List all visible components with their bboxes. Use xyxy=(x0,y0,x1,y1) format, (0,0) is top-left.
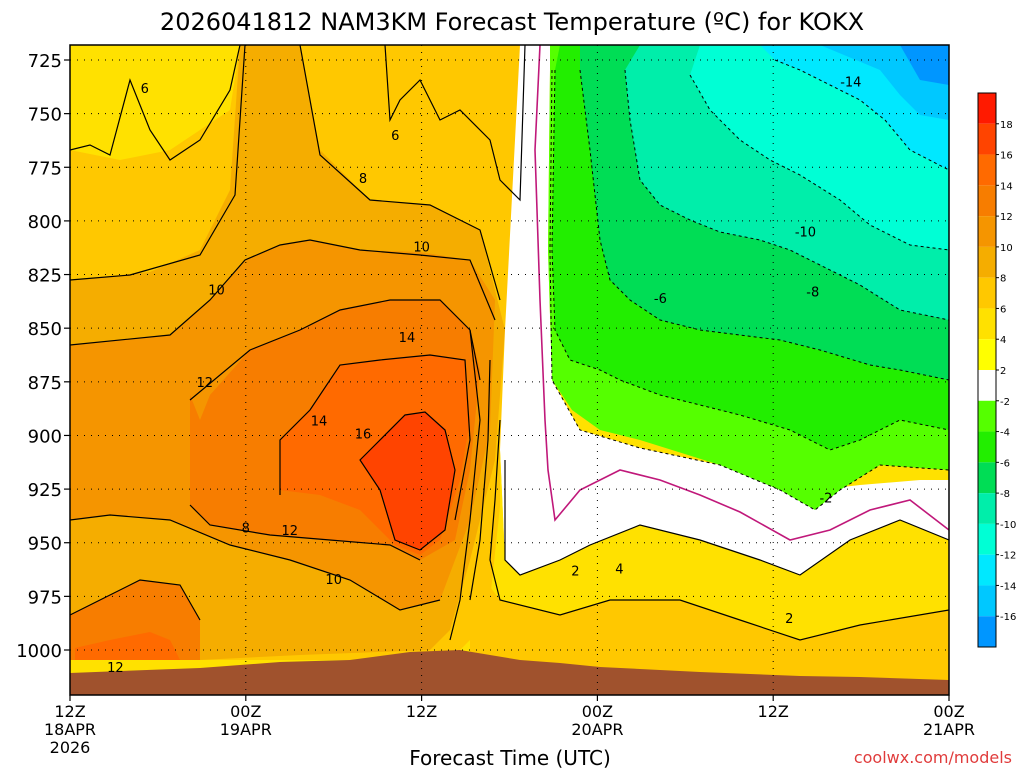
colorbar-swatch xyxy=(978,154,996,186)
contour-label: 10 xyxy=(325,573,342,588)
x-tick-label: 18APR xyxy=(44,720,96,739)
contour-label: 16 xyxy=(355,427,372,442)
contour-label: 14 xyxy=(311,414,328,429)
y-tick-label: 975 xyxy=(28,587,62,608)
colorbar-label: -2 xyxy=(1000,397,1010,408)
colorbar-swatch xyxy=(978,308,996,340)
y-tick-label: 775 xyxy=(28,158,62,179)
colorbar-label: -14 xyxy=(1000,581,1016,592)
colorbar-swatch xyxy=(978,246,996,278)
colorbar-swatch xyxy=(978,123,996,155)
colorbar-swatch xyxy=(978,431,996,463)
y-tick-label: 750 xyxy=(28,105,62,126)
y-tick-label: 800 xyxy=(28,212,62,233)
colorbar-label: -8 xyxy=(1000,489,1010,500)
y-tick-label: 925 xyxy=(28,480,62,501)
x-tick-label: 00Z xyxy=(933,702,964,721)
y-tick-label: 875 xyxy=(28,373,62,394)
colorbar-label: 16 xyxy=(1000,151,1013,162)
x-axis-label: Forecast Time (UTC) xyxy=(409,746,611,768)
credit-text: coolwx.com/models xyxy=(854,748,1012,767)
temperature-field xyxy=(70,45,949,695)
colorbar: 18 16 14 12 10 8 6 4 2 -2 -4 -6 -8 -10 -12 -14 -16 xyxy=(977,92,1016,648)
contour-label: -10 xyxy=(795,226,816,241)
colorbar-label: 4 xyxy=(1000,335,1006,346)
contour-label: -6 xyxy=(654,292,667,307)
colorbar-swatch xyxy=(978,370,996,401)
x-tick-label: 12Z xyxy=(406,702,437,721)
colorbar-swatch xyxy=(978,339,996,370)
colorbar-swatch xyxy=(978,554,996,586)
colorbar-swatch xyxy=(978,93,996,124)
colorbar-swatch xyxy=(978,493,996,524)
plot-frame xyxy=(69,44,950,696)
colorbar-swatch xyxy=(978,400,996,432)
y-axis: 725 750 775 800 825 850 875 900 925 950 975 1000 xyxy=(16,51,70,662)
colorbar-label: 8 xyxy=(1000,274,1006,285)
colorbar-swatch xyxy=(978,216,996,247)
colorbar-label: 2 xyxy=(1000,366,1006,377)
y-tick-label: 825 xyxy=(28,266,62,287)
colorbar-swatch xyxy=(978,523,996,555)
contour-label: 12 xyxy=(107,661,124,676)
contour-label: 14 xyxy=(399,331,416,346)
contour-label: -8 xyxy=(806,286,819,301)
colorbar-label: 12 xyxy=(1000,212,1013,223)
colorbar-label: -6 xyxy=(1000,458,1010,469)
contour-label: 6 xyxy=(141,82,149,97)
y-tick-label: 900 xyxy=(28,426,62,447)
colorbar-swatch xyxy=(978,616,996,647)
x-tick-label: 21APR xyxy=(923,720,975,739)
contour-label: 4 xyxy=(615,562,623,577)
contour-label: 12 xyxy=(197,376,214,391)
colorbar-label: 6 xyxy=(1000,304,1006,315)
terrain-underground xyxy=(70,650,949,695)
colorbar-label: 10 xyxy=(1000,243,1013,254)
contour-label: 6 xyxy=(391,129,399,144)
contour-labels: 6 6 8 10 10 14 12 14 16 8 12 10 12 2 4 2 -2 -6 -8 -10 -14 xyxy=(107,75,861,676)
y-tick-label: 1000 xyxy=(16,641,62,662)
contour-label: 10 xyxy=(208,284,225,299)
colorbar-label: -10 xyxy=(1000,520,1016,531)
colorbar-label: 18 xyxy=(1000,120,1013,131)
colorbar-swatch xyxy=(978,277,996,309)
colorbar-swatch xyxy=(978,462,996,494)
colorbar-label: -12 xyxy=(1000,551,1016,562)
x-tick-label: 2026 xyxy=(50,738,91,757)
zero-degree-contour xyxy=(534,45,949,541)
contour-label: 8 xyxy=(359,172,367,187)
y-tick-label: 950 xyxy=(28,534,62,555)
x-tick-label: 12Z xyxy=(758,702,789,721)
colorbar-label: -4 xyxy=(1000,428,1010,439)
contour-label: 2 xyxy=(571,565,579,580)
x-tick-label: 00Z xyxy=(230,702,261,721)
negative-contour-lines xyxy=(549,59,949,511)
x-tick-label: 20APR xyxy=(571,720,623,739)
contour-label: 8 xyxy=(242,522,250,537)
x-tick-label: 00Z xyxy=(582,702,613,721)
contour-label: 2 xyxy=(785,612,793,627)
contour-lines xyxy=(70,45,949,641)
colorbar-label: -16 xyxy=(1000,612,1016,623)
colorbar-swatch xyxy=(978,585,996,617)
x-tick-label: 12Z xyxy=(54,702,85,721)
colorbar-swatch xyxy=(978,185,996,217)
contour-label: -14 xyxy=(840,75,861,90)
contour-label: 12 xyxy=(281,524,298,539)
chart-title: 2026041812 NAM3KM Forecast Temperature (… xyxy=(160,8,864,36)
x-tick-label: 19APR xyxy=(220,720,272,739)
y-tick-label: 725 xyxy=(28,51,62,72)
contour-label: -2 xyxy=(819,492,832,507)
y-tick-label: 850 xyxy=(28,319,62,340)
colorbar-label: 14 xyxy=(1000,181,1013,192)
contour-label: 10 xyxy=(413,241,430,256)
